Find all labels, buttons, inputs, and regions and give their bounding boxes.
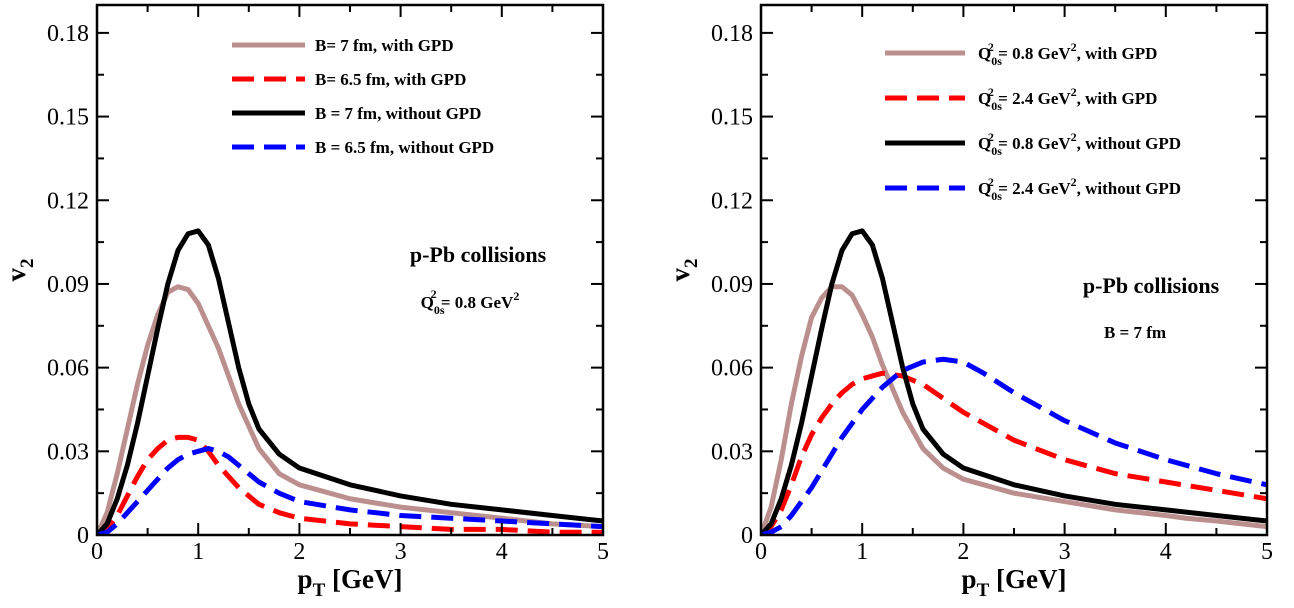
y-axis-title: v2 <box>665 259 702 282</box>
x-tick-label: 2 <box>957 539 969 565</box>
chart-panel-1: 0 1 2 3 4 5 0 0.03 0.06 0.09 0.12 0.15 0.18 pT [GeV] v… <box>1 3 609 601</box>
y-tick-label: 0.03 <box>47 439 89 465</box>
legend-label-4: Q0s2 = 2.4 GeV2, without GPD <box>978 175 1181 203</box>
x-tick-label: 2 <box>293 539 305 565</box>
x-tick-label: 3 <box>395 539 407 565</box>
legend-label-1: Q0s2 = 0.8 GeV2, with GPD <box>978 40 1157 68</box>
legend: B= 7 fm, with GPD B= 6.5 fm, with GPD B = … <box>232 36 494 157</box>
y-tick-label: 0.09 <box>711 272 753 298</box>
y-tick-label: 0.18 <box>47 21 89 47</box>
series-line-3 <box>761 228 1267 535</box>
y-tick-label: 0.09 <box>47 272 89 298</box>
y-tick-label: 0.03 <box>711 439 753 465</box>
series-line-2 <box>761 370 1267 535</box>
y-tick-label: 0.18 <box>711 21 753 47</box>
x-tick-label: 0 <box>91 539 103 565</box>
annotation-title: p-Pb collisions <box>1083 273 1220 298</box>
legend-label-1: B= 7 fm, with GPD <box>315 36 454 55</box>
series-line-1 <box>761 284 1267 535</box>
legend-label-3: B = 7 fm, without GPD <box>315 104 481 123</box>
series-line-2 <box>97 434 603 535</box>
y-tick-label: 0.06 <box>47 356 89 382</box>
y-tick-label: 0.12 <box>47 188 89 214</box>
annotation-title: p-Pb collisions <box>410 242 547 267</box>
y-axis-title: v2 <box>1 259 38 282</box>
x-tick-label: 0 <box>755 539 767 565</box>
annotation-subtitle: B = 7 fm <box>1104 323 1166 342</box>
x-tick-label: 1 <box>856 539 868 565</box>
x-tick-label: 4 <box>496 539 508 565</box>
x-axis-title: pT [GeV] <box>298 564 403 601</box>
x-tick-label: 3 <box>1059 539 1071 565</box>
legend-label-3: Q0s2 = 0.8 GeV2, without GPD <box>978 130 1181 158</box>
y-tick-label: 0.15 <box>47 105 89 131</box>
x-tick-label: 5 <box>597 539 609 565</box>
y-tick-label: 0 <box>77 523 89 549</box>
legend: Q0s2 = 0.8 GeV2, with GPD Q0s2 = 2.4 GeV2… <box>885 40 1181 203</box>
series-line-3 <box>97 228 603 535</box>
series-line-1 <box>97 284 603 535</box>
series-line-4 <box>761 356 1267 535</box>
y-tick-label: 0 <box>741 523 753 549</box>
y-tick-label: 0.06 <box>711 356 753 382</box>
chart-panel-2: 0 1 2 3 4 5 0 0.03 0.06 0.09 0.12 0.15 0.18 pT [GeV] v… <box>665 3 1273 601</box>
x-tick-label: 5 <box>1261 539 1273 565</box>
x-tick-label: 1 <box>192 539 204 565</box>
series-line-4 <box>97 446 603 535</box>
annotation-subtitle: Q0s2 = 0.8 GeV2 <box>421 287 520 317</box>
x-tick-label: 4 <box>1160 539 1172 565</box>
legend-label-4: B = 6.5 fm, without GPD <box>315 138 494 157</box>
y-tick-label: 0.12 <box>711 188 753 214</box>
x-axis-title: pT [GeV] <box>962 564 1067 601</box>
y-tick-label: 0.15 <box>711 105 753 131</box>
legend-label-2: Q0s2 = 2.4 GeV2, with GPD <box>978 85 1157 113</box>
legend-label-2: B= 6.5 fm, with GPD <box>315 70 466 89</box>
